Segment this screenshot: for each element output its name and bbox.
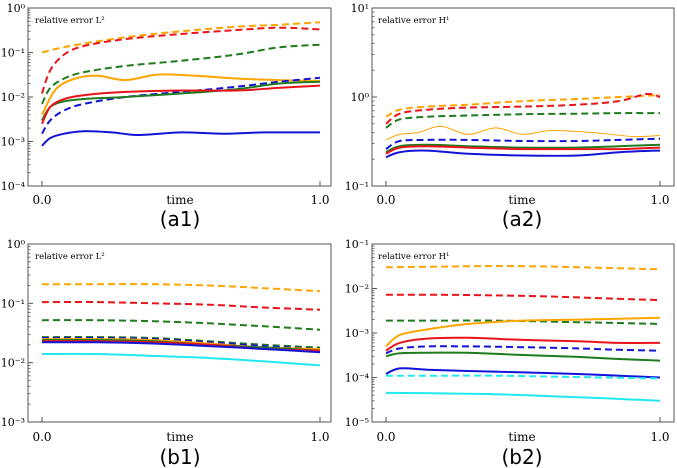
y-tick-label: 10⁻² [1,91,25,104]
y-tick-label: 10⁰ [7,2,26,15]
series-line-red-dashed [385,293,661,302]
panel-a1: relative error L² 10⁻⁴ 10⁻³ 10⁻² 10⁻¹ 10⁰ 0.… [1,2,332,231]
x-tick-label-start: 0.0 [376,193,395,207]
x-tick-label-end: 1.0 [310,430,329,444]
series-line-red-dashed [385,92,661,125]
series-line-orange-dashed [385,264,661,271]
y-tick-label: 10⁻¹ [1,297,25,310]
series-line-cyan-solid [385,391,661,402]
axes-frame [27,243,332,423]
series-line-cyan-solid [41,352,321,367]
series-group [385,92,661,159]
x-tick-label-start: 0.0 [32,430,51,444]
series-line-blue-dashed [41,336,321,350]
series-line-orange-solid [41,73,321,116]
y-tick-label: 10⁻⁴ [345,372,370,385]
x-axis-label: time [508,193,535,207]
panel-label: (b1) [159,445,200,468]
series-line-green-solid [385,143,661,154]
x-tick-label-start: 0.0 [376,430,395,444]
series-line-orange-solid [385,316,661,348]
y-tick-label: 10⁻¹ [1,47,25,60]
series-line-green-dashed [41,319,321,331]
panel-label: (b2) [501,445,542,468]
series-line-green-solid [385,351,661,362]
series-line-orange-dashed [41,21,321,54]
series-line-orange-dashed [42,283,321,293]
panel-b1: relative error L² 10⁻³ 10⁻² 10⁻¹ 10⁰ 0.0 1.… [1,238,332,468]
series-line-blue-dashed [385,137,661,150]
series-group [385,264,661,402]
series-line-cyan-dashed [386,374,661,380]
x-tick-label-end: 1.0 [650,193,669,207]
x-axis-label: time [166,193,193,207]
y-tick-label: 10⁻¹ [345,238,369,251]
y-tick-label: 10⁻³ [1,136,25,149]
chart-title: relative error H¹ [378,252,449,262]
y-tick-label: 10⁻² [345,283,369,296]
y-tick-label: 10⁰ [7,238,26,251]
y-tick-label: 10⁻³ [1,416,25,429]
panel-a2: relative error H¹ 10⁻¹ 10⁰ 10¹ 0.0 1.0 tim… [345,2,675,231]
y-tick-label: 10⁻³ [345,327,369,340]
series-line-red-dashed [41,301,321,311]
chart-title: relative error L² [35,252,105,262]
y-tick-group: 10⁻⁴ 10⁻³ 10⁻² 10⁻¹ 10⁰ [1,2,321,193]
y-tick-label: 10⁻⁴ [1,180,26,193]
panel-label: (a2) [502,207,543,231]
panel-b2: relative error H¹ 10⁻⁵ 10⁻⁴ 10⁻³ 10⁻² 10⁻¹ 0… [345,238,675,468]
series-line-blue-solid [41,130,321,147]
series-line-blue-solid [385,367,661,379]
x-tick-label-end: 1.0 [650,430,669,444]
chart-title: relative error L² [35,16,105,26]
series-line-blue-solid [385,149,661,159]
x-axis-label: time [166,430,193,444]
series-line-orange-dashed [385,94,661,118]
series-group [41,283,321,367]
y-tick-group: 10⁻⁵ 10⁻⁴ 10⁻³ 10⁻² 10⁻¹ [345,238,661,429]
y-tick-label: 10⁻¹ [345,180,369,193]
x-axis-label: time [508,430,535,444]
panel-label: (a1) [160,207,201,231]
series-line-blue-dashed [41,76,321,135]
y-tick-label: 10⁻² [1,357,25,370]
series-line-red-solid [385,145,661,155]
series-line-green-dashed [41,43,321,105]
y-tick-label: 10⁻⁵ [345,416,369,429]
x-tick-label-end: 1.0 [310,193,329,207]
y-tick-label: 10⁰ [351,91,370,104]
series-line-blue-solid [41,341,321,354]
series-line-red-solid [385,336,661,352]
chart-title: relative error H¹ [378,16,449,26]
x-tick-label-start: 0.0 [32,193,51,207]
series-line-red-solid [41,84,321,125]
y-tick-label: 10¹ [351,2,369,15]
series-line-orange-solid [385,125,661,141]
series-group [41,21,321,147]
series-line-blue-dashed [385,345,661,355]
y-tick-group: 10⁻³ 10⁻² 10⁻¹ 10⁰ [1,238,321,429]
series-line-green-dashed [385,112,661,129]
y-tick-group: 10⁻¹ 10⁰ 10¹ [345,2,661,193]
